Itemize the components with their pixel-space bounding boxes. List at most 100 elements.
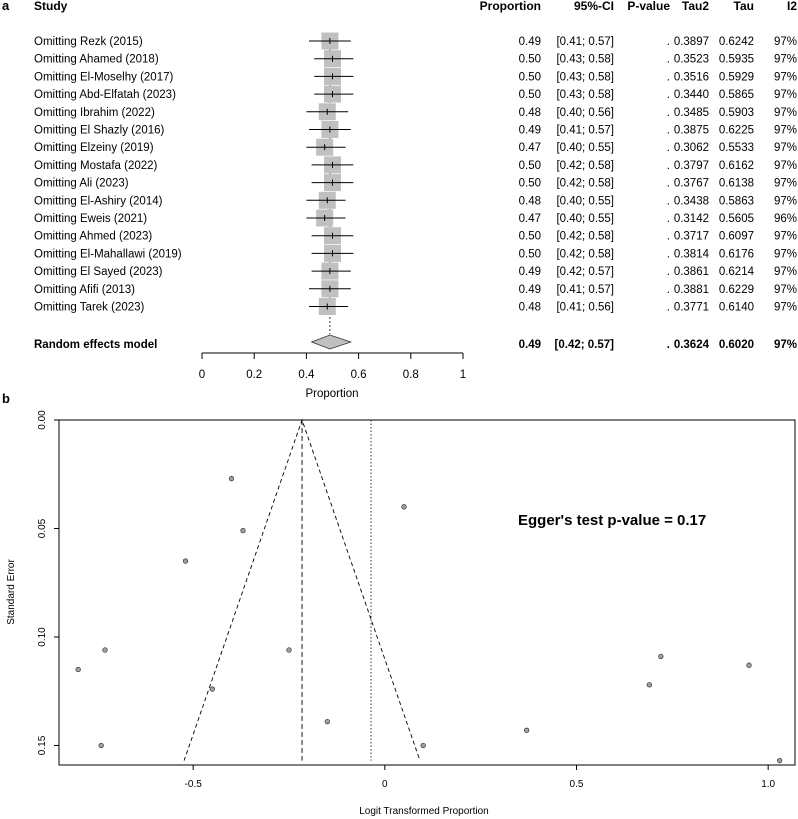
funnel-point: [646, 682, 652, 688]
forest-row-tau: 0.5935: [719, 54, 754, 66]
forest-row-p: .: [667, 36, 670, 48]
forest-row-p: .: [667, 160, 670, 172]
forest-row-p: .: [667, 266, 670, 278]
forest-row-p: .: [667, 195, 670, 207]
funnel-point: [746, 662, 752, 668]
forest-row-tau: 0.6140: [719, 302, 754, 314]
forest-row-p: .: [667, 178, 670, 190]
forest-row-study: Omitting Elzeiny (2019): [34, 142, 154, 154]
funnel-point: [98, 742, 104, 749]
forest-row-tau2: 0.3897: [674, 36, 709, 48]
forest-row-study: Omitting Ahamed (2018): [34, 54, 159, 66]
forest-row-i2: 97%: [774, 302, 797, 314]
forest-row-prop: 0.48: [519, 302, 541, 314]
forest-row-prop: 0.50: [519, 248, 541, 260]
forest-row-i2: 97%: [774, 89, 797, 101]
forest-row-prop: 0.50: [519, 160, 541, 172]
forest-row-tau: 0.6138: [719, 178, 754, 190]
funnel-point: [524, 727, 530, 733]
forest-row-study: Omitting Ibrahim (2022): [34, 107, 155, 119]
forest-row-prop: 0.49: [519, 125, 541, 137]
forest-row-tau2: 0.3881: [674, 284, 709, 296]
forest-x-tick-label: 0.4: [298, 369, 315, 381]
forest-row-p: .: [667, 125, 670, 137]
forest-row-prop: 0.49: [519, 36, 541, 48]
forest-row-i2: 97%: [774, 71, 797, 83]
forest-row-prop: 0.50: [519, 178, 541, 190]
forest-x-label: Proportion: [305, 388, 358, 400]
forest-row-tau: 0.5605: [719, 213, 754, 225]
header-pvalue: P-value: [627, 0, 670, 13]
forest-row-i2: 97%: [774, 195, 797, 207]
forest-row-ci: [0.43; 0.58]: [556, 71, 614, 83]
forest-row-tau: 0.6229: [719, 284, 754, 296]
forest-row-study: Omitting El-Moselhy (2017): [34, 71, 173, 83]
funnel-point: [209, 686, 215, 692]
forest-row-ci: [0.41; 0.57]: [556, 284, 614, 296]
forest-row-p: .: [667, 213, 670, 225]
forest-row-tau2: 0.3767: [674, 178, 709, 190]
forest-row-tau2: 0.3717: [674, 231, 709, 243]
forest-row-tau: 0.6225: [719, 125, 754, 137]
forest-row-prop: 0.50: [519, 71, 541, 83]
forest-row-tau: 0.6176: [719, 248, 754, 260]
forest-row-ci: [0.40; 0.55]: [556, 142, 614, 154]
funnel-point: [182, 558, 189, 564]
forest-row-tau2: 0.3797: [674, 160, 709, 172]
forest-x-axis: 0 0.2 0.4 0.6 0.8 1: [199, 352, 466, 381]
forest-row-study: Omitting Ahmed (2023): [34, 231, 152, 243]
forest-row-study: Omitting Ali (2023): [34, 178, 129, 190]
summary-p: .: [667, 339, 670, 351]
forest-row-tau2: 0.3875: [674, 125, 709, 137]
forest-row-prop: 0.49: [519, 266, 541, 278]
forest-row-tau: 0.5903: [719, 107, 754, 119]
funnel-point: [75, 666, 81, 673]
forest-row-tau: 0.5929: [719, 71, 754, 83]
forest-row-study: Omitting El-Ashiry (2014): [34, 195, 163, 207]
forest-row-ci: [0.42; 0.58]: [556, 231, 614, 243]
forest-row-ci: [0.42; 0.58]: [556, 178, 614, 190]
forest-row-study: Omitting Afifi (2013): [34, 284, 135, 296]
forest-x-tick-label: 0.8: [403, 369, 419, 381]
funnel-y-tick-label: 0.00: [37, 410, 48, 430]
forest-x-tick-label: 0.2: [246, 369, 262, 381]
forest-summary-row: Random effects model 0.49 [0.42; 0.57] .…: [34, 339, 797, 351]
header-tau: Tau: [734, 0, 754, 13]
forest-row-prop: 0.47: [519, 213, 541, 225]
forest-row-study: Omitting Tarek (2023): [34, 302, 145, 314]
forest-row-i2: 97%: [774, 231, 797, 243]
summary-ci: [0.42; 0.57]: [555, 339, 615, 351]
funnel-x-tick-label: 1.0: [761, 779, 775, 790]
funnel-x-tick-label: 0: [382, 779, 388, 790]
header-i2: I2: [787, 0, 797, 13]
forest-row-ci: [0.42; 0.57]: [556, 266, 614, 278]
forest-row-tau: 0.6242: [719, 36, 754, 48]
funnel-axes: -0.5 0 0.5 1.0 0.00 0.05 0.10 0.15: [37, 410, 776, 790]
forest-x-tick-label: 0: [199, 369, 205, 381]
funnel-point: [228, 475, 235, 482]
forest-row-tau: 0.5865: [719, 89, 754, 101]
forest-row-p: .: [667, 248, 670, 260]
forest-row-tau2: 0.3861: [674, 266, 709, 278]
forest-row-prop: 0.49: [519, 284, 541, 296]
forest-row-ci: [0.43; 0.58]: [556, 54, 614, 66]
forest-row-p: .: [667, 231, 670, 243]
forest-row-tau: 0.5863: [719, 195, 754, 207]
forest-row-tau: 0.6162: [719, 160, 754, 172]
forest-row-study: Omitting El-Mahallawi (2019): [34, 248, 182, 260]
forest-row-prop: 0.47: [519, 142, 541, 154]
forest-row-p: .: [667, 142, 670, 154]
forest-row-tau2: 0.3062: [674, 142, 709, 154]
forest-row-i2: 97%: [774, 284, 797, 296]
funnel-point: [777, 758, 783, 764]
forest-row-tau2: 0.3516: [674, 71, 709, 83]
forest-rows: Omitting Rezk (2015) 0.49 [0.41; 0.57]. 0.3…: [34, 36, 797, 314]
funnel-x-tick-label: 0.5: [570, 779, 584, 790]
forest-row-ci: [0.42; 0.58]: [556, 160, 614, 172]
forest-row-i2: 97%: [774, 142, 797, 154]
forest-row-ci: [0.40; 0.55]: [556, 213, 614, 225]
forest-row-tau2: 0.3814: [674, 248, 710, 260]
forest-row-study: Omitting Mostafa (2022): [34, 160, 158, 172]
forest-row-study: Omitting Eweis (2021): [34, 213, 147, 225]
header-ci: 95%-CI: [574, 0, 614, 13]
